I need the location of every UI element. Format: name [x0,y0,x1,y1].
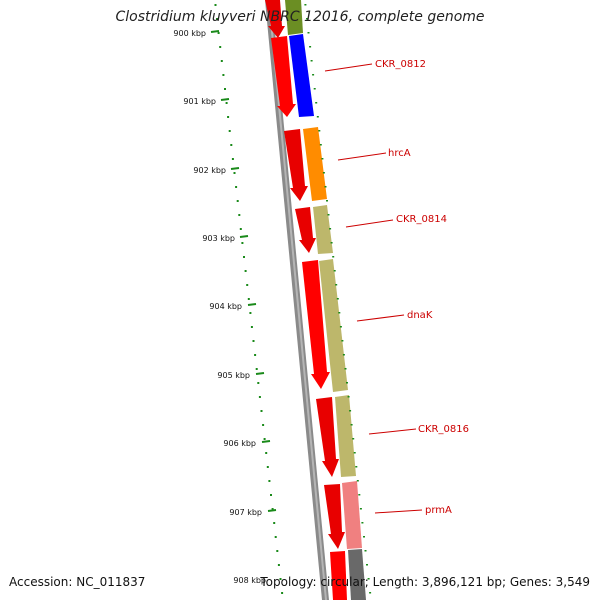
scale-label: 907 kbp [229,508,262,517]
scale-labels: 900 kbp 901 kbp 902 kbp 903 kbp 904 kbp … [173,29,266,585]
gene-label-ckr-0814: CKR_0814 [396,214,447,225]
scale-label: 904 kbp [209,302,242,311]
gene-labels: CKR_0812 hrcA CKR_0814 dnaK CKR_0816 prm… [324,59,469,516]
gene-arrow [284,129,308,201]
gene-label-hrca: hrcA [388,148,411,159]
scale-label: 903 kbp [202,234,235,243]
gene-arrow [330,551,347,600]
gene-arrow [271,36,296,117]
scale-label: 900 kbp [173,29,206,38]
gene-block-khaki [319,259,348,392]
gene-arrow [265,0,285,38]
gene-arrow [295,207,316,253]
gene-arrow [324,484,345,549]
gene-arrow [316,397,339,477]
outer-tick-ring [304,4,372,594]
gene-block-blue [289,34,314,117]
gene-block-orange [303,127,327,201]
accession-label: Accession: NC_011837 [9,575,146,589]
scale-label: 905 kbp [217,371,250,380]
genome-summary: Topology: circular; Length: 3,896,121 bp… [260,575,590,589]
outer-gene-track [285,0,366,600]
gene-label-prma: prmA [425,505,452,516]
genome-backbone [265,0,329,600]
gene-arrow [302,260,330,389]
gene-label-ckr-0812: CKR_0812 [375,59,426,70]
gene-block-gray [348,549,366,600]
gene-block-khaki [335,395,356,477]
inner-gene-track [265,0,347,600]
scale-label: 906 kbp [223,439,256,448]
gene-block-olive [285,0,303,35]
gene-block-pink [342,481,362,549]
gene-block-khaki [313,205,333,254]
scale-ticks [210,30,277,512]
genome-title: Clostridium kluyveri NBRC 12016, complet… [115,9,485,25]
scale-label: 902 kbp [193,166,226,175]
gene-label-ckr-0816: CKR_0816 [418,424,469,435]
tick-ring [214,4,284,594]
gene-label-dnak: dnaK [407,310,433,321]
scale-label: 901 kbp [183,97,216,106]
scale-label: 908 kbp [233,576,266,585]
